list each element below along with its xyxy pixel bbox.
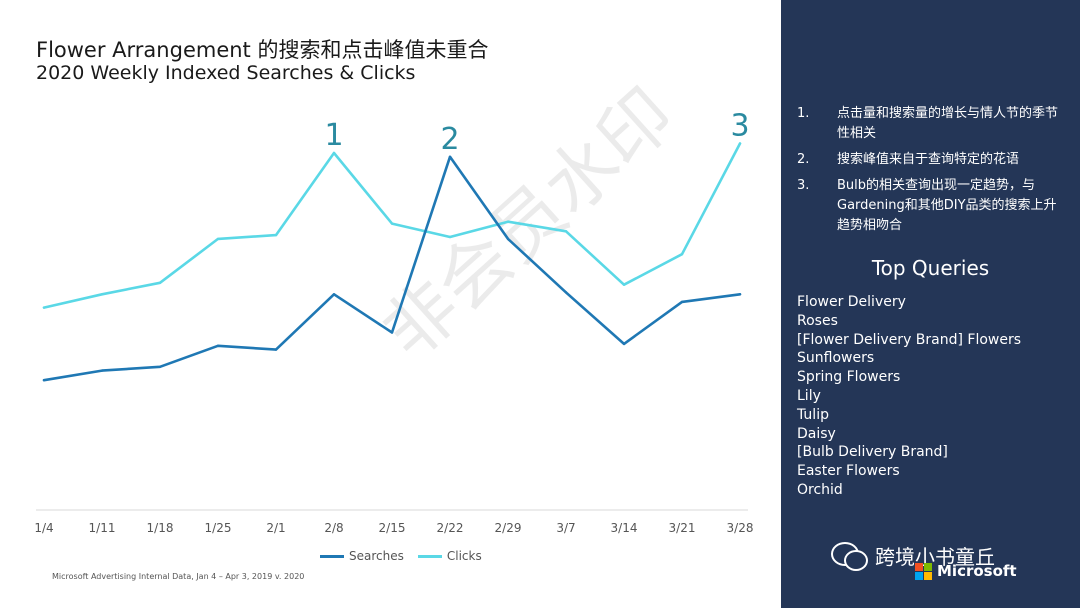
microsoft-logo-text: Microsoft — [937, 562, 1017, 580]
wechat-icon — [831, 540, 868, 571]
x-tick-label: 1/25 — [205, 521, 232, 535]
data-point-searches — [216, 344, 220, 348]
x-tick-label: 1/18 — [147, 521, 174, 535]
insight-number: 3. — [797, 178, 810, 193]
line-chart: 1/4 1/11 1/18 1/25 2/1 2/8 2/15 2/22 2/29 3/7 3/14… — [34, 108, 754, 535]
x-tick-label: 1/11 — [89, 521, 116, 535]
x-tick-label: 3/7 — [556, 521, 575, 535]
data-point-clicks — [680, 252, 684, 256]
legend-item-searches: Searches — [320, 549, 404, 563]
page-subtitle: 2020 Weekly Indexed Searches & Clicks — [36, 62, 416, 84]
x-tick-label: 2/29 — [495, 521, 522, 535]
data-point-clicks — [738, 142, 742, 145]
microsoft-logo: Microsoft — [915, 562, 1017, 580]
insight-item: 1. 点击量和搜索量的增长与情人节的季节性相关 — [797, 104, 1067, 144]
insight-number: 2. — [797, 152, 810, 167]
data-point-searches — [448, 155, 452, 159]
query-item: Tulip — [797, 406, 829, 423]
data-point-searches — [274, 348, 278, 351]
x-tick-label: 3/14 — [611, 521, 638, 535]
x-tick-label: 1/4 — [34, 521, 53, 535]
top-queries-list: Flower Delivery Roses [Flower Delivery B… — [797, 293, 1021, 500]
brand-text: 跨境小书童丘 — [875, 544, 995, 569]
data-point-clicks — [274, 233, 278, 237]
page-title: Flower Arrangement 的搜索和点击峰值未重合 — [36, 38, 489, 62]
query-item: [Bulb Delivery Brand] — [797, 444, 948, 461]
query-item: [Flower Delivery Brand] Flowers — [797, 331, 1022, 348]
annotation-label: 3 — [730, 108, 749, 143]
data-point-searches — [680, 300, 684, 304]
x-tick-label: 2/22 — [437, 521, 464, 535]
x-tick-label: 2/15 — [379, 521, 406, 535]
insights-list: 1. 点击量和搜索量的增长与情人节的季节性相关 2. 搜索峰值来自于查询特定的花… — [797, 104, 1067, 242]
query-item: Spring Flowers — [797, 369, 901, 386]
data-point-clicks — [332, 151, 336, 155]
insight-text: 搜索峰值来自于查询特定的花语 — [837, 152, 1020, 167]
x-tick-label: 3/21 — [669, 521, 696, 535]
insight-number: 1. — [797, 106, 810, 121]
query-item: Roses — [797, 312, 838, 329]
data-point-clicks — [390, 222, 394, 225]
data-point-searches — [42, 378, 46, 382]
data-point-searches — [100, 369, 104, 372]
annotation-label: 1 — [324, 118, 343, 153]
x-tick-label: 2/8 — [324, 521, 343, 535]
query-item: Daisy — [797, 425, 836, 442]
series-line-clicks — [42, 142, 742, 309]
data-point-searches — [390, 331, 394, 334]
data-point-clicks — [622, 283, 626, 286]
annotation-label: 2 — [440, 122, 459, 157]
data-point-searches — [158, 365, 162, 369]
data-point-searches — [738, 293, 742, 296]
x-tick-label: 2/1 — [266, 521, 285, 535]
insight-item: 2. 搜索峰值来自于查询特定的花语 — [797, 150, 1067, 170]
chart-legend: Searches Clicks — [320, 549, 482, 563]
data-point-searches — [622, 342, 626, 346]
query-item: Lily — [797, 387, 821, 404]
data-point-clicks — [158, 281, 162, 285]
data-point-clicks — [216, 237, 220, 241]
query-item: Flower Delivery — [797, 294, 906, 310]
data-point-searches — [564, 291, 568, 294]
footnote: Microsoft Advertising Internal Data, Jan… — [52, 572, 305, 581]
data-point-searches — [332, 293, 336, 296]
legend-swatch-searches — [320, 554, 344, 558]
insight-text: Bulb的相关查询出现一定趋势，与Gardening和其他DIY品类的搜索上升趋… — [837, 178, 1057, 233]
side-panel: 1. 点击量和搜索量的增长与情人节的季节性相关 2. 搜索峰值来自于查询特定的花… — [781, 0, 1080, 608]
data-point-clicks — [448, 235, 452, 239]
legend-label-searches: Searches — [349, 549, 404, 563]
top-queries-heading: Top Queries — [871, 256, 990, 280]
microsoft-logo-icon — [915, 562, 932, 580]
insight-item: 3. Bulb的相关查询出现一定趋势，与Gardening和其他DIY品类的搜索… — [797, 176, 1067, 236]
query-item: Orchid — [797, 481, 843, 498]
wechat-brand: 跨境小书童丘 — [831, 540, 995, 571]
data-point-searches — [506, 237, 510, 241]
legend-item-clicks: Clicks — [417, 549, 482, 563]
insight-text: 点击量和搜索量的增长与情人节的季节性相关 — [837, 106, 1059, 141]
data-point-clicks — [564, 230, 568, 233]
data-point-clicks — [100, 293, 104, 296]
x-tick-label: 3/28 — [727, 521, 754, 535]
query-item: Sunflowers — [797, 350, 875, 367]
data-point-clicks — [506, 220, 510, 223]
series-line-searches — [42, 155, 742, 382]
query-item: Easter Flowers — [797, 463, 900, 480]
legend-label-clicks: Clicks — [446, 549, 482, 563]
legend-swatch-clicks — [417, 554, 442, 558]
data-point-clicks — [42, 306, 46, 309]
